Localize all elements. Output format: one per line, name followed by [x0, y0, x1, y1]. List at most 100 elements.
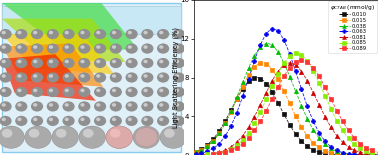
Circle shape: [31, 87, 43, 97]
Circle shape: [157, 87, 169, 97]
Circle shape: [175, 118, 179, 121]
Circle shape: [175, 45, 179, 49]
Circle shape: [17, 74, 22, 78]
Circle shape: [128, 103, 132, 107]
Circle shape: [81, 103, 85, 107]
Circle shape: [96, 118, 101, 121]
Circle shape: [0, 87, 12, 97]
Circle shape: [157, 116, 169, 126]
Circle shape: [96, 74, 101, 78]
Circle shape: [143, 118, 148, 121]
Circle shape: [62, 101, 74, 112]
Circle shape: [157, 29, 169, 39]
Circle shape: [31, 101, 43, 112]
Circle shape: [52, 126, 78, 148]
Circle shape: [2, 60, 6, 63]
Circle shape: [81, 31, 85, 34]
Circle shape: [15, 29, 27, 39]
Circle shape: [2, 103, 6, 107]
Circle shape: [0, 72, 12, 83]
Circle shape: [81, 118, 85, 121]
Circle shape: [175, 31, 179, 34]
Circle shape: [33, 74, 37, 78]
Circle shape: [94, 72, 106, 83]
Circle shape: [157, 43, 169, 54]
Circle shape: [112, 118, 116, 121]
Circle shape: [81, 45, 85, 49]
Circle shape: [47, 101, 59, 112]
Circle shape: [112, 74, 116, 78]
Circle shape: [141, 29, 153, 39]
Circle shape: [143, 89, 148, 92]
Circle shape: [94, 87, 106, 97]
Circle shape: [110, 87, 122, 97]
Y-axis label: Light Scattering Efficiency (%): Light Scattering Efficiency (%): [172, 27, 179, 128]
Circle shape: [31, 29, 43, 39]
Circle shape: [110, 129, 121, 138]
Circle shape: [96, 31, 101, 34]
Circle shape: [112, 45, 116, 49]
Circle shape: [2, 129, 12, 138]
Circle shape: [173, 101, 185, 112]
Circle shape: [65, 118, 69, 121]
Circle shape: [65, 45, 69, 49]
Circle shape: [47, 116, 59, 126]
Circle shape: [78, 43, 90, 54]
Circle shape: [106, 126, 133, 148]
Circle shape: [49, 89, 53, 92]
Circle shape: [33, 89, 37, 92]
Circle shape: [173, 43, 185, 54]
Circle shape: [78, 87, 90, 97]
Circle shape: [157, 101, 169, 112]
FancyBboxPatch shape: [2, 6, 181, 34]
Circle shape: [62, 72, 74, 83]
Circle shape: [78, 58, 90, 68]
Circle shape: [65, 60, 69, 63]
Circle shape: [143, 74, 148, 78]
Circle shape: [141, 87, 153, 97]
Circle shape: [157, 58, 169, 68]
Circle shape: [49, 31, 53, 34]
Circle shape: [17, 89, 22, 92]
Circle shape: [62, 87, 74, 97]
Circle shape: [173, 29, 185, 39]
Circle shape: [141, 58, 153, 68]
Circle shape: [2, 31, 6, 34]
Circle shape: [31, 43, 43, 54]
Circle shape: [62, 116, 74, 126]
Circle shape: [159, 60, 163, 63]
Circle shape: [128, 31, 132, 34]
Circle shape: [112, 89, 116, 92]
Circle shape: [96, 60, 101, 63]
Circle shape: [110, 29, 122, 39]
Circle shape: [17, 45, 22, 49]
Circle shape: [49, 118, 53, 121]
Circle shape: [0, 29, 12, 39]
Circle shape: [25, 126, 51, 148]
Circle shape: [29, 129, 39, 138]
Circle shape: [110, 129, 121, 138]
Circle shape: [94, 43, 106, 54]
Circle shape: [17, 31, 22, 34]
Circle shape: [78, 101, 90, 112]
Circle shape: [141, 116, 153, 126]
Circle shape: [78, 72, 90, 83]
Circle shape: [143, 60, 148, 63]
Circle shape: [31, 116, 43, 126]
Circle shape: [173, 116, 185, 126]
Circle shape: [112, 60, 116, 63]
Circle shape: [17, 118, 22, 121]
Circle shape: [159, 45, 163, 49]
Circle shape: [83, 129, 93, 138]
Circle shape: [33, 45, 37, 49]
Circle shape: [47, 58, 59, 68]
Circle shape: [110, 58, 122, 68]
Circle shape: [135, 128, 158, 147]
Circle shape: [47, 87, 59, 97]
Circle shape: [15, 72, 27, 83]
Circle shape: [62, 43, 74, 54]
Circle shape: [49, 103, 53, 107]
Circle shape: [17, 103, 22, 107]
Circle shape: [128, 45, 132, 49]
Circle shape: [47, 29, 59, 39]
